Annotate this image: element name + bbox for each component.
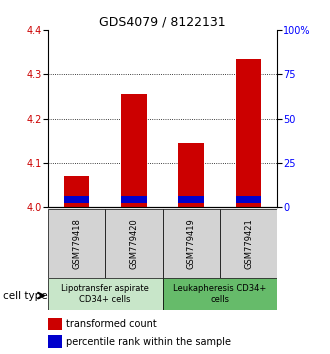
Title: GDS4079 / 8122131: GDS4079 / 8122131 — [99, 16, 226, 29]
Bar — [162, 209, 220, 278]
Text: GSM779420: GSM779420 — [129, 218, 138, 269]
Bar — [236, 59, 261, 207]
Bar — [48, 209, 105, 278]
Text: Leukapheresis CD34+
cells: Leukapheresis CD34+ cells — [173, 284, 267, 304]
Bar — [162, 278, 277, 310]
Text: transformed count: transformed count — [66, 319, 157, 329]
Text: GSM779419: GSM779419 — [187, 218, 196, 269]
Bar — [121, 196, 147, 202]
Text: cell type: cell type — [3, 291, 48, 301]
Bar — [64, 196, 89, 202]
Text: percentile rank within the sample: percentile rank within the sample — [66, 337, 231, 347]
Bar — [105, 209, 162, 278]
Text: GSM779421: GSM779421 — [244, 218, 253, 269]
Bar — [121, 94, 147, 207]
Text: Lipotransfer aspirate
CD34+ cells: Lipotransfer aspirate CD34+ cells — [61, 284, 149, 304]
Bar — [48, 335, 62, 348]
Bar — [178, 196, 204, 202]
Bar — [48, 318, 62, 330]
Bar — [220, 209, 277, 278]
Bar — [48, 278, 162, 310]
Bar — [64, 176, 89, 207]
Text: GSM779418: GSM779418 — [72, 218, 81, 269]
Bar — [178, 143, 204, 207]
Bar — [236, 196, 261, 202]
